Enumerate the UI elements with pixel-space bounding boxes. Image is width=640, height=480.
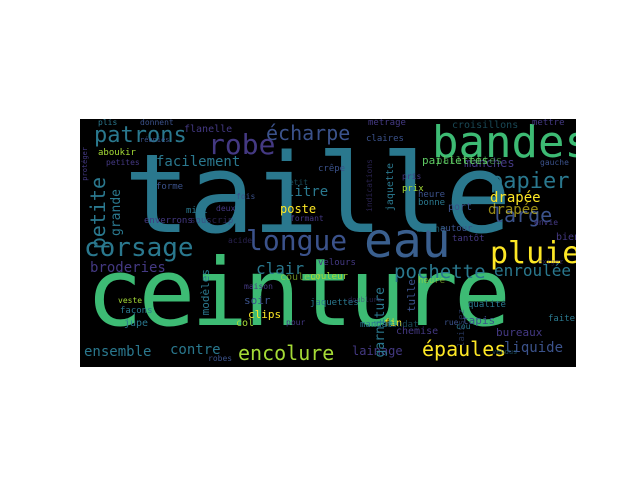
word-metrage: métrage [368,119,406,128]
word-bien: bien [556,232,576,243]
word-liquide: liquide [504,340,564,356]
word-robe: robe [208,128,276,161]
word-exigez: exigez [538,258,564,266]
word-longue: longue [246,224,348,257]
word-lainage: lainage [352,344,403,358]
word-patrons: patrons [94,123,187,148]
word-chemise: chemise [396,326,439,337]
word-jupe: jupe [124,318,149,329]
word-cloud: taille ceinture bandes eau longue corsag… [80,119,576,367]
word-fois: fois [236,192,256,201]
word-tulle: tulle [405,279,418,313]
word-ceinture: ceinture [86,239,511,348]
word-envie: envie [534,218,559,227]
word-midi: midi [186,206,208,216]
word-qualite: qualité [468,300,506,310]
word-acide: acide [228,236,253,245]
word-robes: robes [208,354,233,363]
word-eau: eau [364,213,451,269]
word-mandat: mandat [386,320,419,330]
word-clair: clair [256,259,305,278]
word-enroulee: enroulée [494,261,572,280]
word-pochette: pochette [394,261,486,283]
word-velours: velours [318,258,356,268]
word-prix: prix [402,184,424,194]
word-forme: forme [156,182,184,192]
word-vendus: vendus [492,348,518,356]
word-flanelle: flanelle [184,124,233,135]
word-large: large [492,203,553,227]
word-litre: litre [286,184,329,200]
word-donnent: donnent [140,119,174,127]
word-poste: poste [280,202,317,216]
word-maison: maison [244,282,273,291]
word-crepe: crêpe [318,164,346,174]
word-contre: contre [170,342,221,358]
word-port: port [448,202,473,213]
word-jaquettes: jaquettes [310,298,359,308]
word-drapee: drapée [488,202,539,218]
word-modeles: modèles [199,269,212,316]
word-aboukir: aboukir [98,148,136,158]
word-encolure: encolure [238,341,335,365]
word-mettre: mettre [532,119,565,128]
word-corsage: corsage [84,233,194,263]
word-reunies: réunies [140,136,170,144]
word-col: col [236,318,255,329]
word-petite: petite [86,177,110,250]
word-paillettes: paillettes [436,154,503,167]
word-rue: rue [444,318,459,327]
word-grande: grande [109,189,124,236]
word-heure: heure [418,276,446,286]
word-petit: petit [284,178,309,187]
word-echarpe: écharpe [266,121,351,145]
word-tapis: tapis [462,314,496,327]
word-heure-label: heure [418,190,446,200]
word-facilement: facilement [156,154,241,170]
word-couleur-label: couleur [310,272,348,282]
word-manches: manches [464,156,515,170]
word-veste: veste [118,296,143,305]
word-enverrons: enverrons [144,216,193,226]
word-clips: clips [248,308,282,321]
word-drapee-label: drapée [490,190,541,206]
word-bonne: bonne [416,224,447,235]
word-indications: indications [365,159,374,212]
word-paillettes-label: paillettes [422,154,489,167]
word-taille: taille [124,130,511,258]
word-claires: claires [366,134,404,144]
word-bandes: bandes [432,119,576,168]
word-pour: pour [286,318,306,327]
word-ensemble: ensemble [84,344,152,360]
word-pluie: pluie [490,236,576,271]
word-souscrip: souscrip [190,216,234,226]
word-petites: petites [106,158,140,167]
word-tantot: tantôt [452,234,485,244]
word-gauche: gauche [540,158,569,167]
word-doublure: doublure [348,296,382,304]
word-mandat-label: mandat [360,320,393,330]
word-pris: pris [402,172,422,181]
word-facons: façons [120,306,153,316]
word-autour: autour [440,224,473,234]
word-formant: formant [290,214,324,223]
word-soir: soir [244,294,271,307]
word-epaules: épaules [422,337,507,361]
word-plis: plis [98,119,118,127]
word-jaquette: jaquette [385,163,396,212]
word-couleur: couleur [280,272,323,283]
word-proteger: protéger [81,147,89,181]
word-broderies: broderies [90,260,166,276]
word-bonne-label: bonne [418,198,446,208]
word-cou: cou [456,322,471,331]
word-papier: papier [490,169,570,194]
word-bureaux: bureaux [496,326,543,339]
word-fin: fin [384,318,403,329]
word-deux: deux [216,204,236,213]
word-croisillons: croisillons [452,120,519,131]
word-faites: faites [548,314,576,324]
